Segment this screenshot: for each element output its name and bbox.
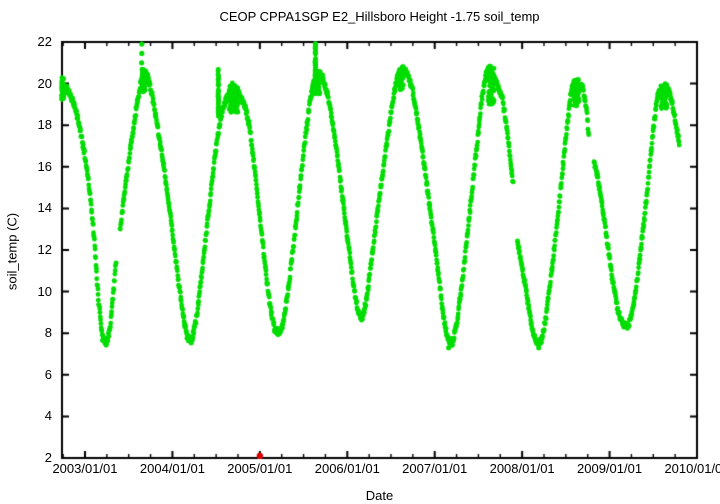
y-tick-label: 22 [37,34,52,49]
y-tick-label: 16 [37,158,52,174]
y-tick-label: 14 [37,200,52,216]
y-tick-label: 6 [44,366,52,382]
x-tick-label: 2010/01/01 [664,461,720,476]
x-tick-label: 2003/01/01 [52,461,118,476]
x-tick-label: 2005/01/01 [227,461,293,476]
x-tick-label: 2004/01/01 [139,461,205,476]
x-axis-label: Date [365,488,394,503]
y-tick-label: 18 [37,117,52,133]
x-tick-label: 2007/01/01 [402,461,468,476]
y-tick-label: 20 [37,75,52,91]
y-tick-label: 2 [44,450,52,465]
x-tick-label: 2009/01/01 [577,461,643,476]
x-tick-label: 2006/01/01 [314,461,380,476]
y-tick-label: 10 [37,283,52,299]
chart-title: CEOP CPPA1SGP E2_Hillsboro Height -1.75 … [219,9,540,24]
y-tick-label: 8 [44,325,52,341]
y-tick-label: 12 [37,242,52,257]
y-tick-label: 4 [44,408,52,424]
x-tick-label: 2008/01/01 [489,461,555,476]
